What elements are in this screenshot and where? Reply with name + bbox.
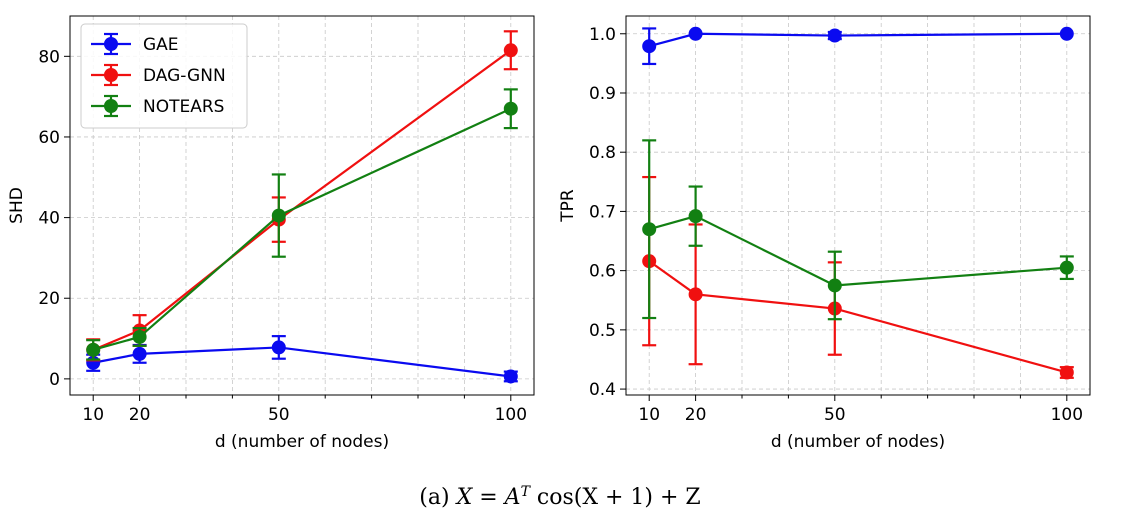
data-point — [503, 101, 518, 116]
y-tick-label: 0.4 — [589, 380, 616, 400]
tpr-chart: 10 20 50 100 0.4 0.5 0.6 0.7 0.8 0.9 1.0 d (number … — [558, 15, 1091, 452]
y-tick-label: 0.7 — [589, 202, 616, 222]
x-tick-label: 10 — [638, 405, 660, 425]
legend-item: NOTEARS — [91, 94, 224, 118]
y-axis-label: SHD — [7, 187, 27, 224]
legend-item: DAG-GNN — [91, 63, 226, 87]
x-tick-label: 50 — [824, 405, 846, 425]
figure-caption: (a) X = AT cos(X + 1) + Z — [419, 484, 700, 510]
data-point — [503, 369, 518, 384]
series-line — [648, 32, 1067, 48]
legend-item: GAE — [91, 32, 179, 56]
x-axis-label: d (number of nodes) — [771, 432, 945, 452]
y-tick-label: 80 — [38, 47, 60, 67]
data-point — [827, 278, 842, 293]
x-tick-label: 20 — [129, 405, 151, 425]
y-tick-label: 40 — [38, 209, 60, 229]
legend: GAE DAG-GNN NOTEARS — [80, 23, 248, 129]
plot-frame — [69, 15, 535, 396]
series-gae — [86, 335, 518, 384]
series-line — [92, 107, 512, 351]
legend-marker — [104, 99, 118, 113]
series-line — [648, 214, 1067, 287]
data-point — [132, 346, 147, 361]
x-tick-label: 100 — [495, 405, 527, 425]
caption-equation: X = A — [455, 485, 521, 510]
data-point — [688, 209, 703, 224]
legend-label: NOTEARS — [143, 97, 224, 117]
y-tick-label: 0.8 — [589, 143, 616, 163]
x-axis-label: d (number of nodes) — [215, 432, 389, 452]
y-axis-label: TPR — [558, 189, 578, 223]
caption-equation-sup: T — [521, 484, 532, 500]
plot-frame — [625, 15, 1091, 396]
y-tick-label: 20 — [38, 289, 60, 309]
series-dag-gnn — [642, 175, 1074, 380]
legend-label: GAE — [143, 35, 179, 55]
y-tick-label: 60 — [38, 128, 60, 148]
caption-equation-rest: cos(X + 1) + Z — [537, 485, 701, 510]
series-line — [648, 260, 1068, 374]
x-tick-label: 20 — [685, 405, 707, 425]
data-point — [688, 26, 703, 41]
x-tick-label: 10 — [82, 405, 104, 425]
data-point — [1059, 260, 1074, 275]
x-tick-label: 50 — [268, 405, 290, 425]
series-notears — [86, 88, 518, 361]
legend-marker — [104, 37, 118, 51]
data-point — [827, 28, 842, 43]
shd-chart: 10 20 50 100 0 20 40 60 80 d (number of nodes) SHD… — [7, 15, 535, 452]
data-point — [503, 43, 518, 58]
x-tick-label: 100 — [1051, 405, 1083, 425]
data-point — [642, 39, 657, 54]
caption-label: (a) — [419, 485, 449, 510]
legend-box — [80, 23, 248, 129]
y-tick-label: 0.6 — [589, 262, 616, 282]
data-point — [1059, 26, 1074, 41]
data-point — [132, 329, 147, 344]
series-notears — [642, 139, 1074, 321]
y-tick-label: 1.0 — [589, 25, 616, 45]
legend-marker — [104, 68, 118, 82]
data-point — [688, 287, 703, 302]
series-line — [92, 346, 511, 378]
data-point — [271, 340, 286, 355]
y-tick-label: 0.5 — [589, 321, 616, 341]
series-gae — [642, 26, 1074, 66]
y-tick-label: 0.9 — [589, 84, 616, 104]
data-point — [642, 222, 657, 237]
data-point — [86, 342, 101, 357]
legend-label: DAG-GNN — [143, 66, 226, 86]
y-tick-label: 0 — [49, 370, 60, 390]
data-point — [1059, 365, 1074, 380]
data-point — [271, 208, 286, 223]
